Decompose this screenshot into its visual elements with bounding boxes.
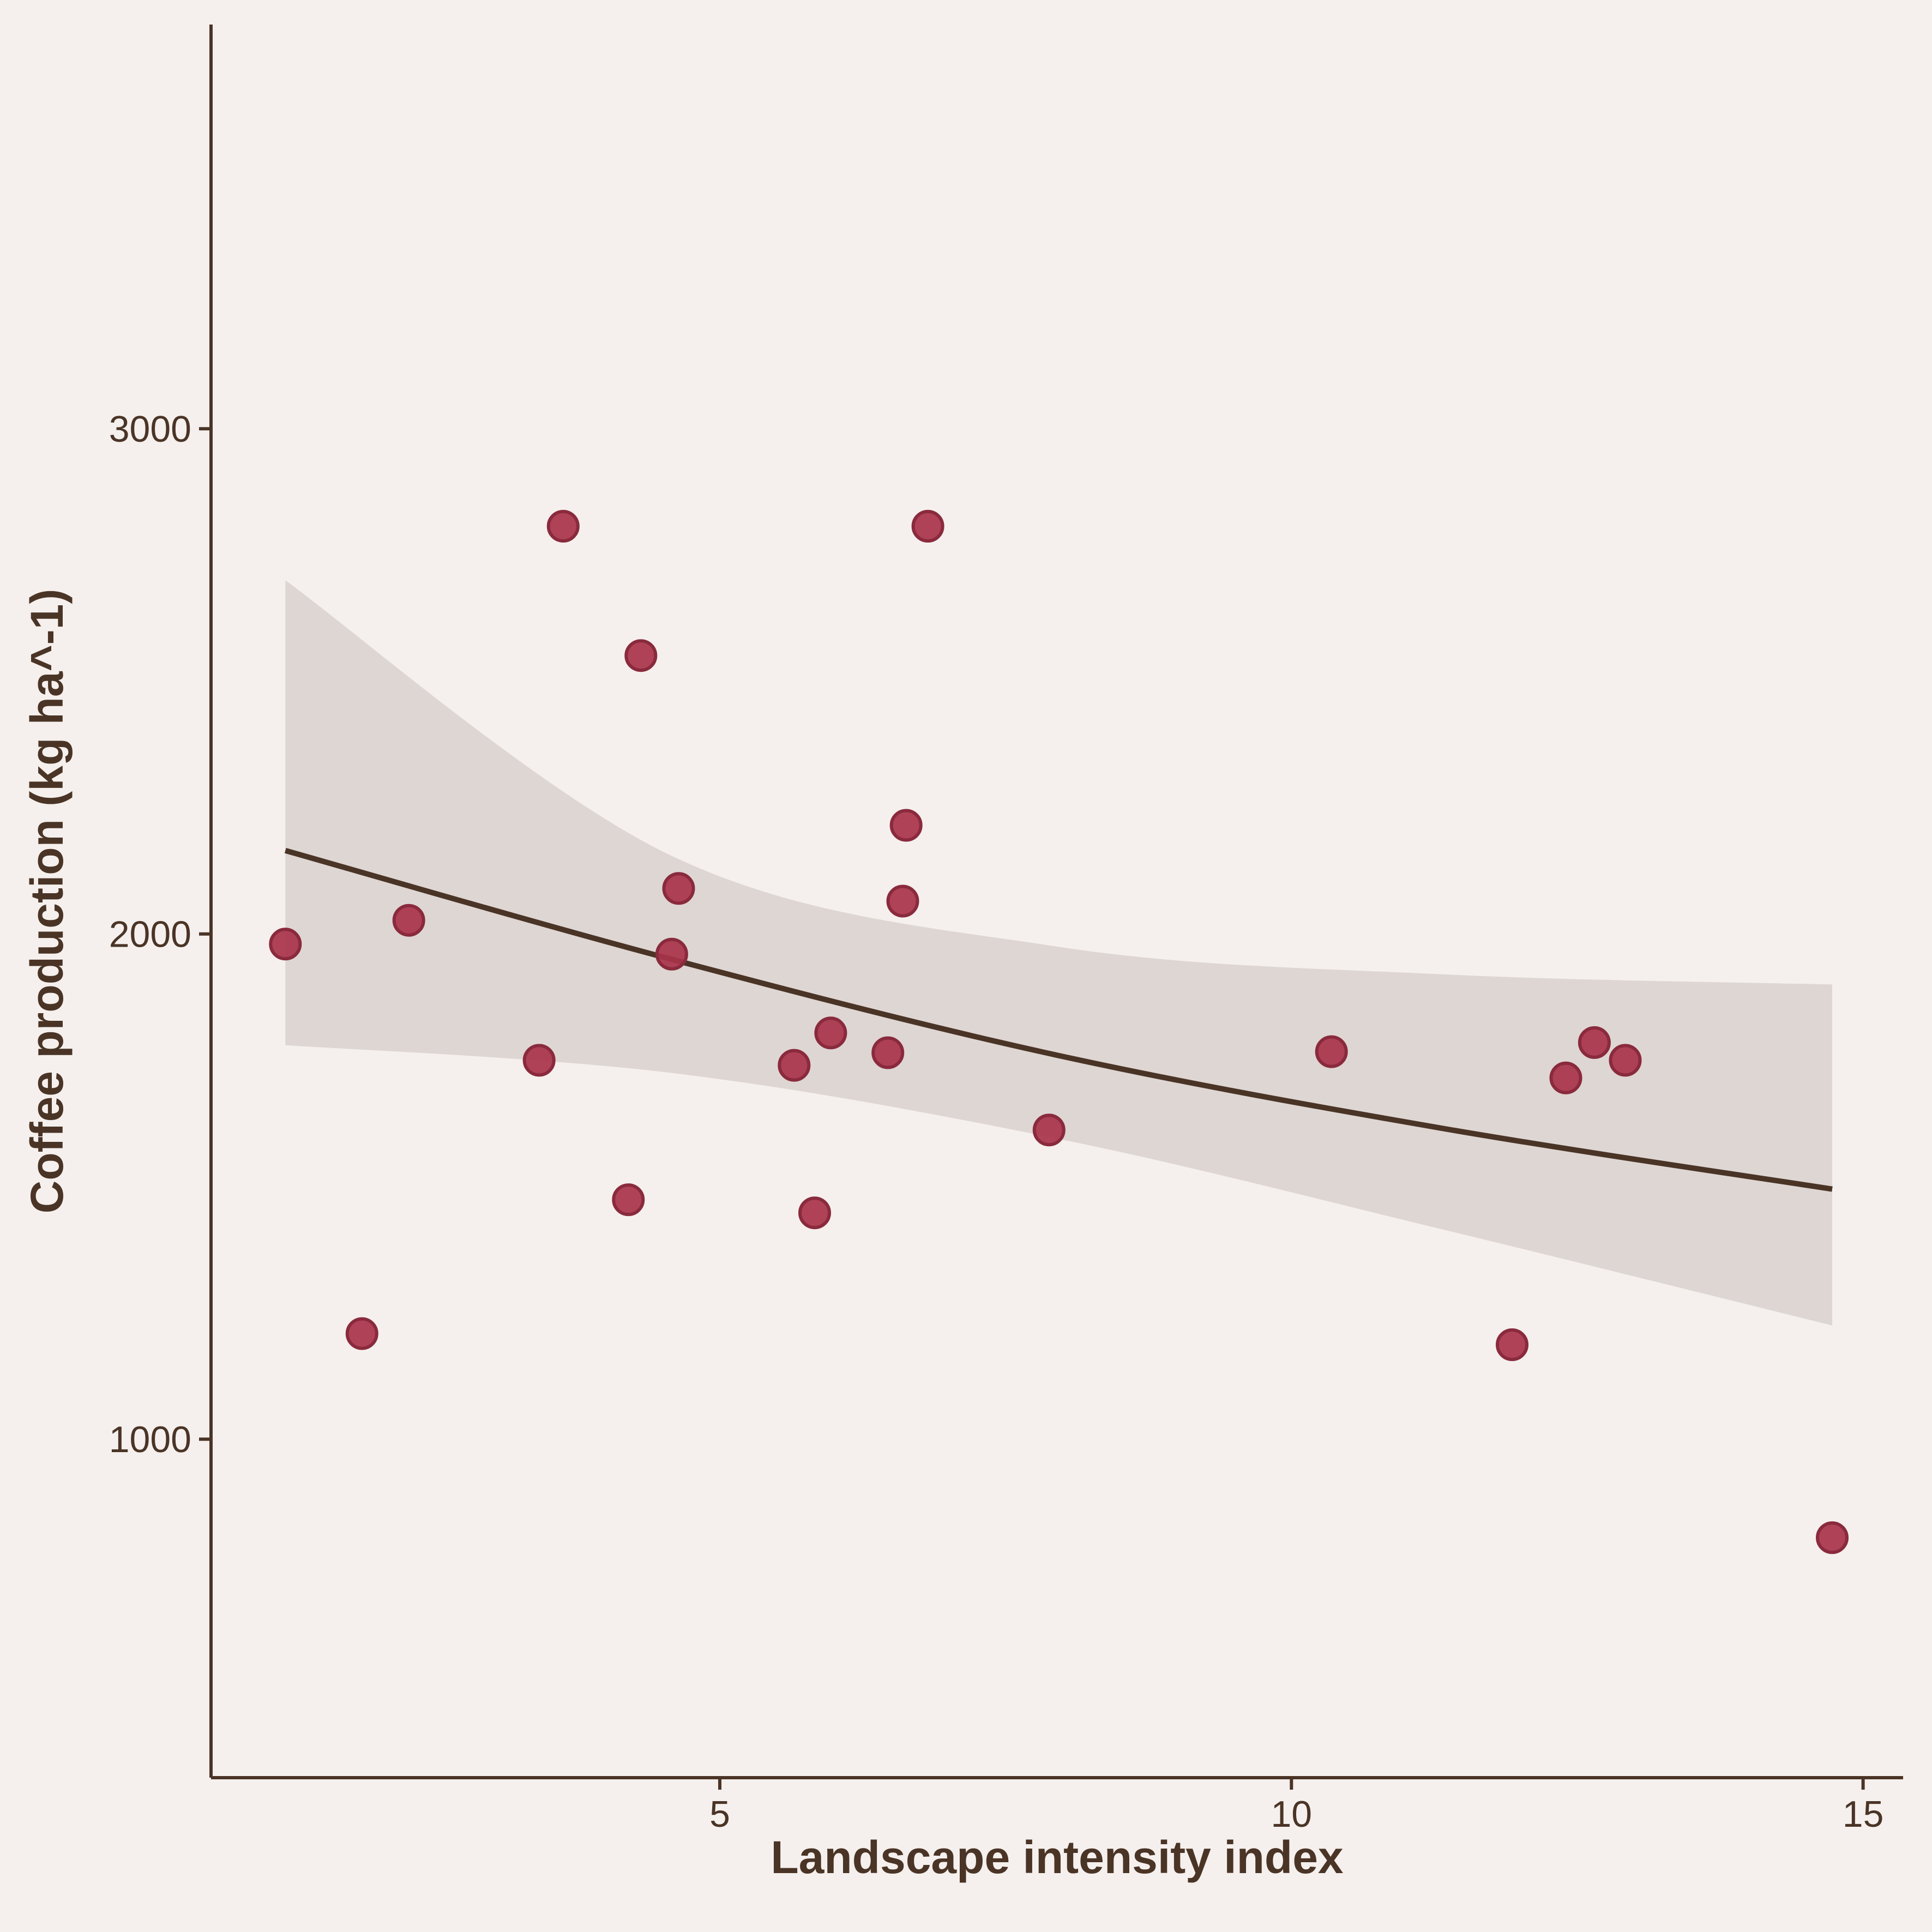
axes: 5 10 15 1000 2000 3000 — [109, 25, 1903, 1835]
data-point — [886, 884, 919, 918]
data-point — [911, 510, 944, 543]
data-point — [269, 928, 302, 961]
data-point — [1816, 1521, 1849, 1554]
data-point — [1315, 1035, 1348, 1068]
data-point — [612, 1183, 645, 1217]
data-point — [798, 1196, 831, 1230]
plot-area — [269, 510, 1849, 1554]
data-point — [871, 1036, 905, 1069]
data-point — [1032, 1114, 1066, 1147]
data-point — [655, 937, 688, 971]
data-point — [392, 904, 425, 937]
y-axis-title: Coffee production (kg ha^-1) — [21, 589, 73, 1214]
y-tick-label: 2000 — [109, 914, 191, 955]
data-point — [1496, 1328, 1528, 1361]
y-tick-label: 3000 — [109, 408, 191, 450]
data-point — [345, 1317, 378, 1350]
data-point — [1578, 1026, 1611, 1059]
data-point — [778, 1049, 811, 1082]
fit-line — [284, 847, 1833, 1192]
x-tick-label: 10 — [1271, 1793, 1312, 1835]
data-point — [546, 510, 580, 543]
data-point — [522, 1044, 556, 1077]
data-point — [1609, 1044, 1642, 1077]
y-tick-label: 1000 — [109, 1419, 191, 1460]
data-point — [889, 809, 923, 842]
x-axis-title: Landscape intensity index — [771, 1832, 1344, 1883]
data-point — [624, 639, 658, 672]
data-point — [814, 1016, 847, 1050]
data-point — [1549, 1061, 1582, 1094]
x-tick-label: 5 — [709, 1793, 730, 1835]
x-tick-label: 15 — [1843, 1793, 1884, 1835]
data-point — [662, 872, 695, 905]
confidence-band — [285, 580, 1832, 1326]
